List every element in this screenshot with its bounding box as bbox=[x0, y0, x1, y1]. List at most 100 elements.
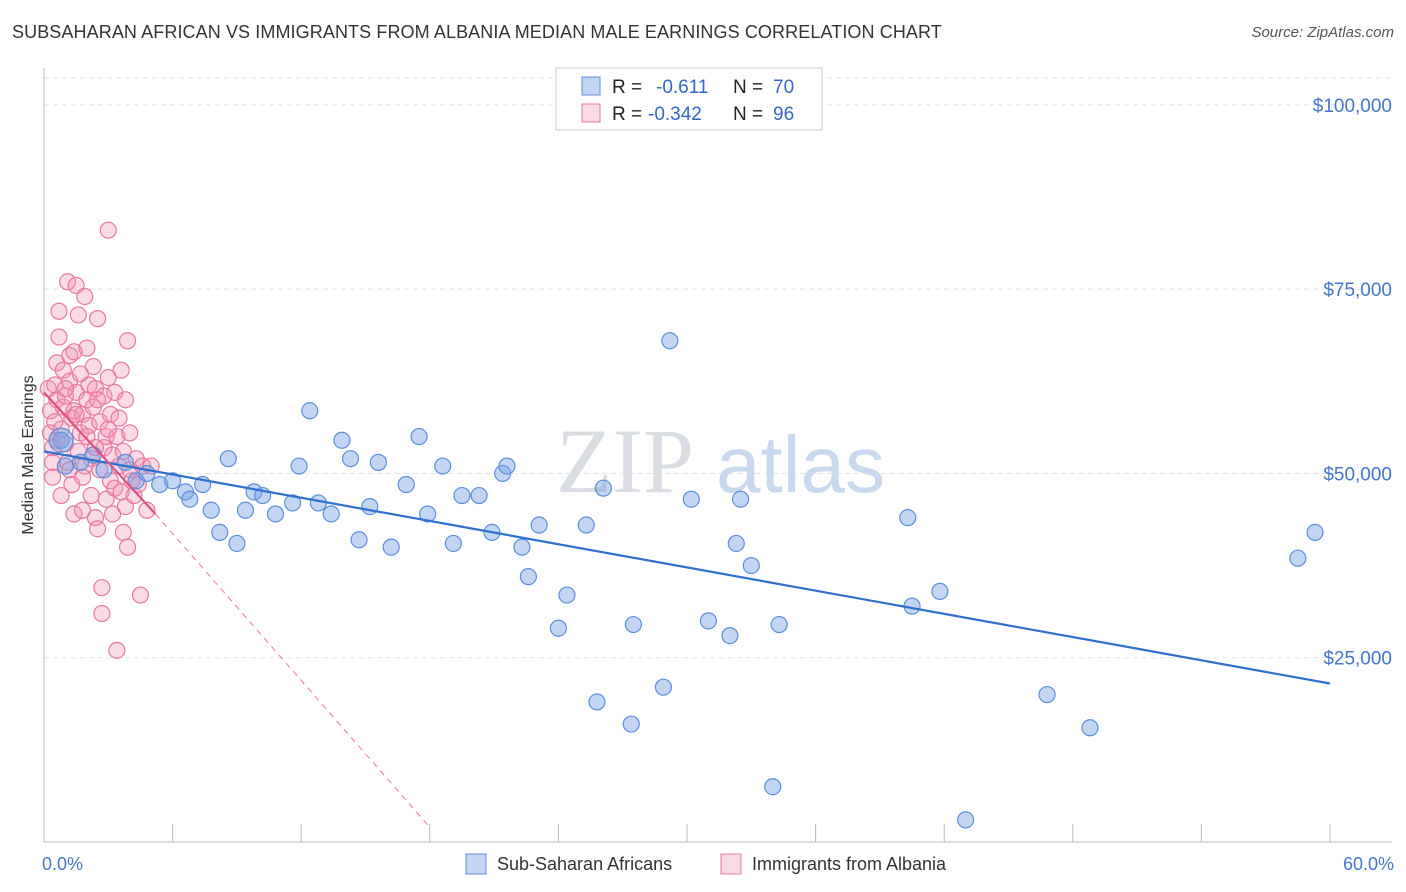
point-subsaharan-15 bbox=[219, 450, 237, 468]
point-subsaharan-34 bbox=[419, 505, 437, 523]
axes bbox=[43, 68, 1392, 843]
point-subsaharan-57 bbox=[727, 534, 745, 553]
legend-r-label-1: R = bbox=[612, 77, 642, 98]
bottom-legend-label-blue: Sub-Saharan Africans bbox=[497, 854, 672, 874]
watermark: ZIP atlas bbox=[556, 410, 885, 512]
point-subsaharan-9 bbox=[164, 472, 182, 490]
point-albania-11 bbox=[50, 302, 68, 320]
point-albania-73 bbox=[116, 391, 135, 409]
point-subsaharan-53 bbox=[661, 332, 679, 350]
point-albania-45 bbox=[86, 509, 105, 527]
point-albania-64 bbox=[108, 641, 126, 659]
point-albania-95 bbox=[65, 343, 83, 361]
point-albania-13 bbox=[52, 486, 70, 505]
point-albania-29 bbox=[69, 306, 87, 324]
point-albania-58 bbox=[101, 405, 120, 424]
bottom-legend-swatch-blue bbox=[465, 853, 487, 875]
chart-source: Source: ZipAtlas.com bbox=[1251, 24, 1394, 41]
point-subsaharan-14 bbox=[211, 523, 229, 542]
point-subsaharan-50 bbox=[622, 715, 640, 733]
point-albania-33 bbox=[73, 501, 92, 519]
point-albania-66 bbox=[110, 409, 128, 427]
watermark-zip: ZIP bbox=[556, 410, 694, 512]
point-subsaharan-64 bbox=[931, 582, 949, 600]
point-subsaharan-43 bbox=[519, 568, 537, 586]
point-albania-39 bbox=[80, 416, 98, 435]
point-albania-46 bbox=[88, 520, 107, 538]
y-tick-label-2: $75,000 bbox=[1323, 280, 1392, 301]
point-albania-41 bbox=[82, 486, 100, 505]
point-albania-43 bbox=[84, 357, 102, 376]
point-albania-34 bbox=[76, 287, 94, 306]
point-albania-51 bbox=[93, 604, 111, 623]
point-subsaharan-23 bbox=[301, 402, 319, 420]
point-subsaharan-25 bbox=[322, 505, 340, 523]
chart-title: SUBSAHARAN AFRICAN VS IMMIGRANTS FROM AL… bbox=[12, 22, 942, 42]
legend-r-value-2: -0.342 bbox=[648, 104, 702, 125]
point-albania-76 bbox=[121, 424, 139, 442]
point-subsaharan-49 bbox=[594, 479, 613, 497]
x-tick-left: 0.0% bbox=[42, 854, 83, 874]
series-subsaharan-points bbox=[48, 332, 1324, 829]
point-albania-57 bbox=[99, 369, 117, 387]
point-albania-18 bbox=[58, 273, 77, 291]
point-subsaharan-cluster bbox=[48, 427, 74, 453]
point-subsaharan-62 bbox=[899, 509, 917, 527]
point-subsaharan-0 bbox=[52, 431, 70, 449]
y-axis-ticks: $25,000 $50,000 $75,000 $100,000 bbox=[1313, 96, 1392, 670]
trend-line-albania bbox=[43, 391, 157, 515]
point-albania-5 bbox=[43, 468, 62, 486]
point-albania-70 bbox=[114, 442, 132, 460]
legend-n-value-1: 70 bbox=[773, 77, 794, 98]
point-subsaharan-41 bbox=[498, 457, 516, 475]
point-subsaharan-1 bbox=[56, 457, 75, 475]
point-subsaharan-31 bbox=[382, 538, 400, 556]
point-albania-25 bbox=[65, 505, 83, 523]
point-subsaharan-28 bbox=[350, 531, 368, 549]
point-albania-75 bbox=[118, 538, 137, 556]
y-tick-label-0: $25,000 bbox=[1323, 649, 1392, 670]
point-subsaharan-45 bbox=[549, 619, 568, 637]
point-albania-82 bbox=[131, 586, 150, 604]
point-subsaharan-51 bbox=[624, 615, 643, 634]
point-subsaharan-16 bbox=[228, 534, 246, 553]
point-subsaharan-61 bbox=[770, 615, 788, 634]
point-subsaharan-36 bbox=[444, 534, 462, 553]
point-albania-92 bbox=[73, 468, 92, 486]
point-subsaharan-66 bbox=[1081, 719, 1099, 737]
watermark-atlas: atlas bbox=[716, 420, 885, 509]
point-subsaharan-44 bbox=[530, 516, 548, 534]
trend-line-subsaharan bbox=[43, 450, 1331, 685]
point-albania-79 bbox=[125, 486, 143, 505]
legend-swatch-pink bbox=[581, 103, 601, 123]
legend: R = -0.611 N = 70 R = -0.342 N = 96 bbox=[555, 67, 823, 131]
point-subsaharan-47 bbox=[577, 516, 595, 534]
point-subsaharan-13 bbox=[202, 501, 220, 519]
point-albania-71 bbox=[114, 523, 132, 542]
point-subsaharan-33 bbox=[410, 427, 428, 446]
legend-swatch-blue bbox=[581, 76, 601, 96]
point-albania-50 bbox=[93, 579, 111, 597]
y-tick-label-3: $100,000 bbox=[1313, 96, 1392, 117]
point-subsaharan-8 bbox=[151, 475, 169, 494]
point-subsaharan-67 bbox=[1289, 549, 1307, 567]
legend-n-value-2: 96 bbox=[773, 104, 794, 125]
point-albania-47 bbox=[88, 310, 107, 328]
point-albania-56 bbox=[99, 221, 117, 239]
y-axis-label: Median Male Earnings bbox=[20, 375, 37, 534]
point-subsaharan-32 bbox=[397, 475, 415, 494]
point-subsaharan-35 bbox=[434, 457, 452, 475]
point-albania-37 bbox=[78, 339, 96, 357]
point-subsaharan-55 bbox=[699, 612, 718, 630]
point-subsaharan-48 bbox=[588, 693, 606, 711]
point-subsaharan-52 bbox=[654, 678, 673, 696]
point-albania-89 bbox=[88, 391, 107, 409]
point-albania-69 bbox=[112, 361, 130, 379]
y-tick-label-1: $50,000 bbox=[1323, 464, 1392, 485]
legend-n-label-1: N = bbox=[733, 77, 763, 98]
point-subsaharan-26 bbox=[333, 431, 351, 449]
point-subsaharan-17 bbox=[236, 501, 255, 519]
point-albania-94 bbox=[99, 420, 117, 438]
x-tick-right: 60.0% bbox=[1343, 854, 1394, 874]
series-albania-points bbox=[39, 221, 160, 659]
